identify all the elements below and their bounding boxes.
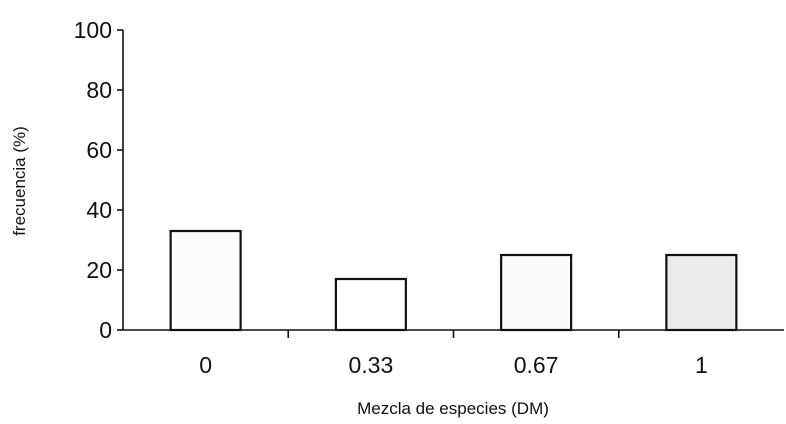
y-tick-label: 60 [86,137,112,163]
bars [169,229,738,332]
x-tick-label: 0.67 [514,352,559,378]
y-tick-label: 20 [86,257,112,283]
x-tick-label: 0 [199,352,212,378]
bar [169,229,242,332]
y-tick-label: 40 [86,197,112,223]
y-axis-title: frecuencia (%) [10,126,29,236]
bar [500,253,573,332]
bar [334,277,407,332]
bar [665,253,738,332]
ticks: 0 20 40 60 80 100 0 0.33 0.67 1 [74,17,708,378]
x-tick-label: 0.33 [348,352,393,378]
y-tick-label: 100 [74,17,112,43]
x-axis-title: Mezcla de especies (DM) [357,399,549,418]
x-tick-label: 1 [695,352,708,378]
y-tick-label: 0 [99,317,112,343]
y-tick-label: 80 [86,77,112,103]
